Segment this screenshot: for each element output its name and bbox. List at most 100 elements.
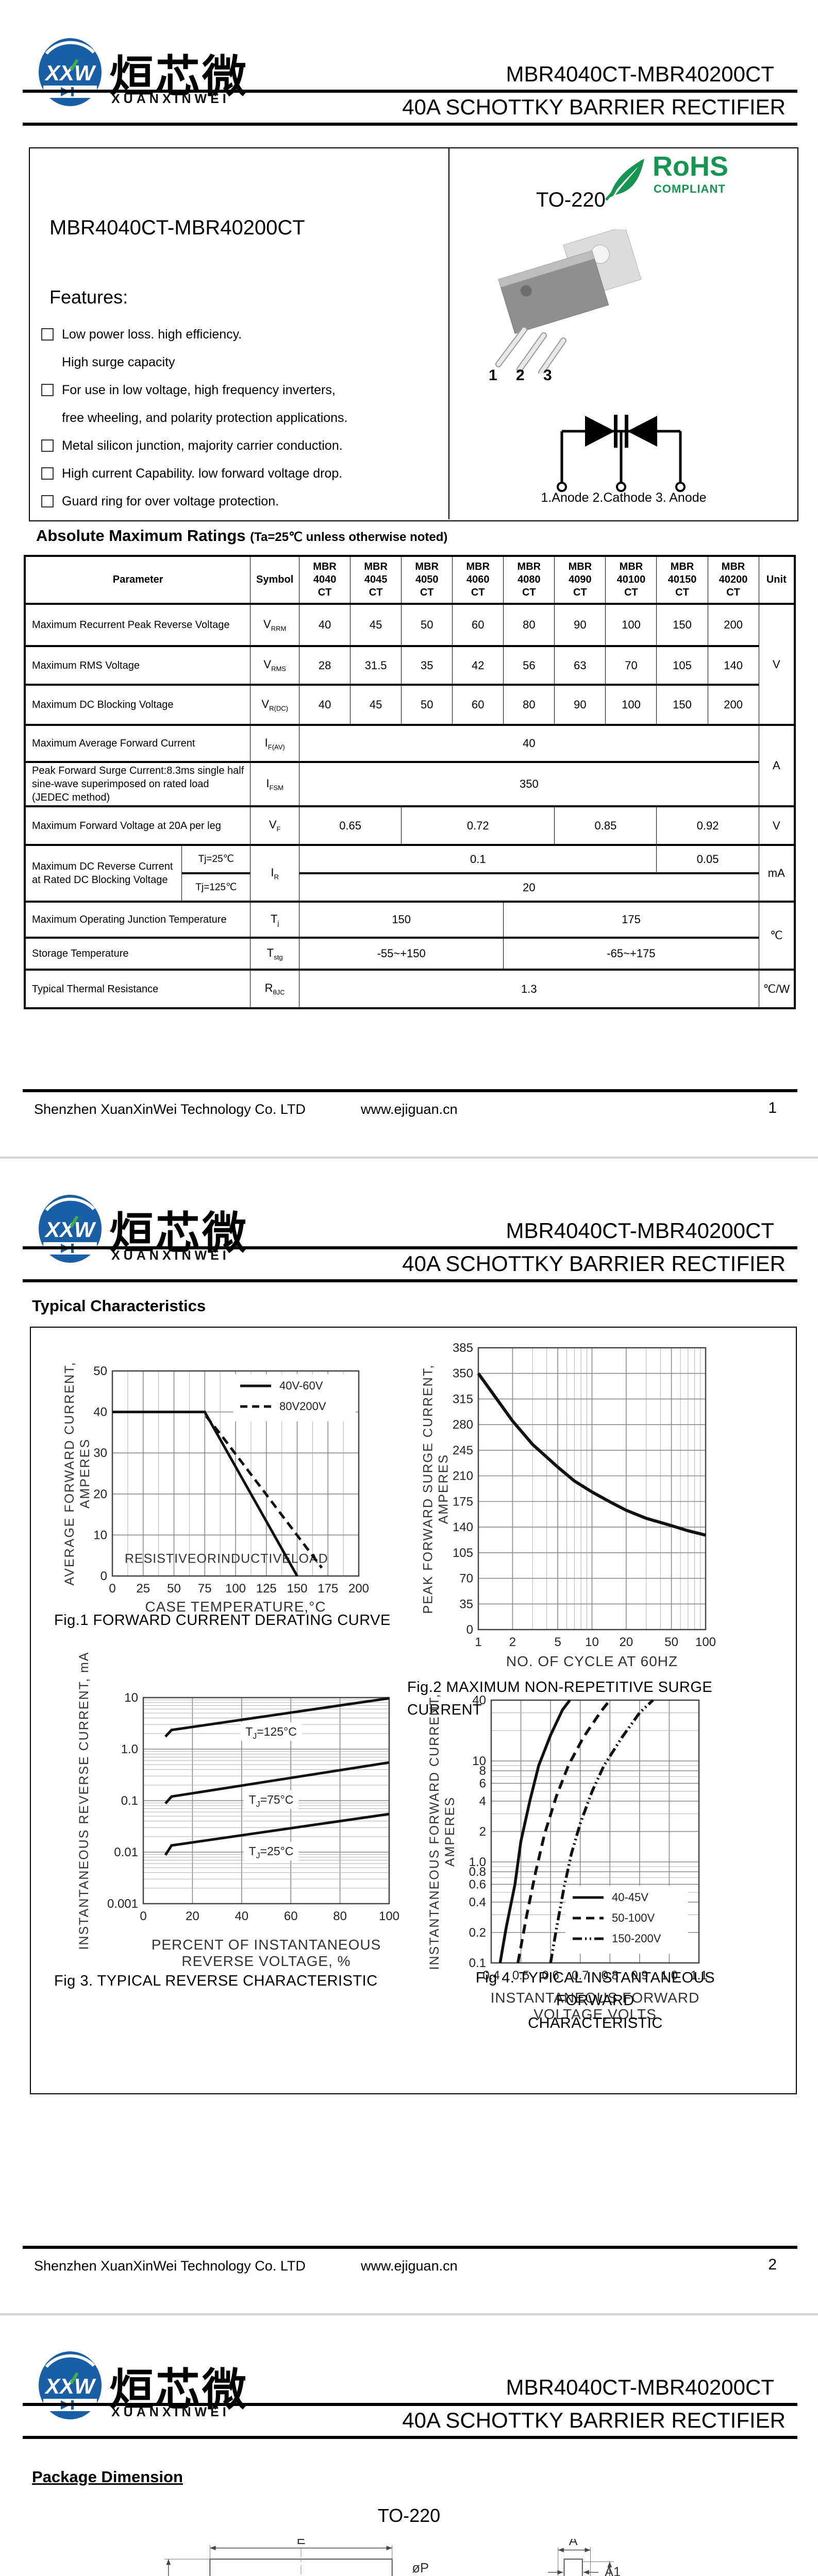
table-cell: Maximum Operating Junction Temperature bbox=[24, 901, 251, 938]
table-cell: 45 bbox=[350, 684, 402, 725]
page-2: XXW 烜芯微 XUANXINWEI MBR4040CT-MBR40200CT … bbox=[0, 1157, 818, 2313]
table-cell: 0.65 bbox=[299, 806, 402, 845]
svg-text:200: 200 bbox=[348, 1582, 369, 1596]
svg-text:XXW: XXW bbox=[44, 1217, 96, 1242]
table-cell: 42 bbox=[452, 646, 504, 685]
svg-text:0.8: 0.8 bbox=[469, 1865, 486, 1879]
package-name: TO-220 bbox=[377, 2505, 441, 2526]
svg-text:140: 140 bbox=[453, 1520, 473, 1534]
table-cell: Maximum Average Forward Current bbox=[24, 724, 251, 762]
svg-text:0.001: 0.001 bbox=[107, 1897, 138, 1911]
svg-text:50: 50 bbox=[664, 1635, 678, 1649]
svg-text:25: 25 bbox=[136, 1582, 150, 1596]
table-cell: 105 bbox=[656, 646, 708, 685]
brand-name-cn: 烜芯微 bbox=[109, 1209, 248, 1258]
table-cell: MBR 40100 CT bbox=[605, 555, 657, 604]
page-separator bbox=[0, 1157, 818, 1159]
pin-numbers: 1 2 3 bbox=[489, 367, 559, 384]
checkbox-icon bbox=[41, 495, 54, 507]
header-rule bbox=[23, 123, 797, 126]
table-cell: 63 bbox=[554, 646, 606, 685]
svg-text:100: 100 bbox=[225, 1582, 246, 1596]
page-separator bbox=[0, 2313, 818, 2315]
table-cell: -65~+175 bbox=[503, 937, 759, 970]
svg-text:4: 4 bbox=[479, 1794, 486, 1808]
table-cell: A bbox=[758, 724, 795, 807]
doc-subtitle: 40A SCHOTTKY BARRIER RECTIFIER bbox=[402, 2408, 786, 2432]
footer-rule bbox=[23, 1089, 797, 1092]
svg-text:1.0: 1.0 bbox=[661, 1969, 678, 1982]
fig2-caption: Fig.2 MAXIMUM NON-REPETITIVE SURGE CURRE… bbox=[407, 1679, 713, 1718]
header-rule bbox=[23, 1279, 797, 1282]
svg-text:40: 40 bbox=[235, 1909, 248, 1923]
svg-text:385: 385 bbox=[453, 1341, 473, 1355]
series-80V200V bbox=[205, 1415, 323, 1569]
svg-text:105: 105 bbox=[453, 1546, 473, 1560]
svg-text:350: 350 bbox=[453, 1367, 473, 1381]
header-rule bbox=[23, 1246, 797, 1249]
svg-text:0.8: 0.8 bbox=[602, 1969, 619, 1982]
header-rule bbox=[23, 90, 797, 93]
features-heading: Features: bbox=[49, 286, 128, 308]
svg-text:40: 40 bbox=[93, 1405, 107, 1419]
section-title: Package Dimension bbox=[32, 2468, 183, 2486]
table-cell: 150 bbox=[656, 603, 708, 647]
table-cell: IF(AV) bbox=[250, 724, 300, 762]
svg-text:40-45V: 40-45V bbox=[612, 1891, 648, 1904]
fig2-xlabel: NO. OF CYCLE AT 60HZ bbox=[506, 1653, 678, 1669]
series-Tj=75C bbox=[164, 1761, 390, 1805]
table-cell: 40 bbox=[299, 603, 351, 647]
feature-line: Low power loss. high efficiency. bbox=[41, 320, 433, 348]
feature-line: High current Capability. low forward vol… bbox=[41, 460, 433, 487]
table-cell: MBR 4045 CT bbox=[350, 555, 402, 604]
fig3-plot: 0 20 40 60 80 100 0.001 0.01 0.1 1.0 10 TJ=125°C TJ=… bbox=[107, 1691, 399, 1923]
svg-text:8: 8 bbox=[479, 1764, 486, 1778]
svg-text:20: 20 bbox=[186, 1909, 199, 1923]
to220-package-image bbox=[495, 229, 642, 374]
table-cell: 45 bbox=[350, 603, 402, 647]
page-number: 2 bbox=[768, 2256, 777, 2273]
table-cell: 56 bbox=[503, 646, 555, 685]
table-cell: 150 bbox=[299, 901, 504, 938]
series-40-45V bbox=[498, 1699, 571, 1963]
table-cell: 0.72 bbox=[401, 806, 555, 845]
svg-text:100: 100 bbox=[379, 1909, 399, 1923]
table-cell: MBR 4080 CT bbox=[503, 555, 555, 604]
feature-line: For use in low voltage, high frequency i… bbox=[41, 376, 433, 404]
feature-line: free wheeling, and polarity protection a… bbox=[62, 410, 348, 425]
table-cell: MBR 40200 CT bbox=[707, 555, 759, 604]
fig4-plot: 0.4 0.5 0.6 0.7 0.8 0.9 1.0 1.10.10.20.40.60.81… bbox=[469, 1693, 708, 1982]
svg-text:210: 210 bbox=[453, 1469, 473, 1483]
table-cell: 0.85 bbox=[554, 806, 657, 845]
svg-text:315: 315 bbox=[453, 1392, 473, 1406]
svg-text:175: 175 bbox=[318, 1582, 338, 1596]
fig4-caption: Fig 4. TYPICAL INSTANTANEOUS FORWARD CHAR… bbox=[475, 1970, 715, 2031]
table-cell: Storage Temperature bbox=[24, 937, 251, 970]
svg-text:1.0: 1.0 bbox=[469, 1855, 486, 1869]
table-cell: 100 bbox=[605, 684, 657, 725]
table-cell: IFSM bbox=[250, 761, 300, 807]
overview-divider bbox=[448, 147, 449, 519]
table-cell: MBR 4060 CT bbox=[452, 555, 504, 604]
svg-text:150: 150 bbox=[287, 1582, 307, 1596]
svg-text:30: 30 bbox=[93, 1446, 107, 1460]
table-cell: RθJC bbox=[250, 969, 300, 1009]
svg-text:40: 40 bbox=[472, 1693, 486, 1707]
brand-name-en: XUANXINWEI bbox=[111, 92, 230, 106]
features-list: Low power loss. high efficiency. High sur… bbox=[41, 320, 433, 515]
svg-text:0.01: 0.01 bbox=[114, 1845, 138, 1859]
checkbox-icon bbox=[41, 467, 54, 480]
svg-text:40V-60V: 40V-60V bbox=[279, 1379, 323, 1392]
feature-line: High surge capacity bbox=[62, 354, 175, 369]
dim-label-A1: A1 bbox=[605, 2565, 621, 2576]
dim-label-E: E bbox=[297, 2539, 306, 2547]
svg-text:0: 0 bbox=[466, 1623, 473, 1637]
table-cell: 50 bbox=[401, 603, 453, 647]
doc-subtitle: 40A SCHOTTKY BARRIER RECTIFIER bbox=[402, 95, 786, 119]
fig3-ylabel: INSTANTANEOUS REVERSE CURRENT, mA bbox=[77, 1651, 91, 1950]
brand-name-en: XUANXINWEI bbox=[111, 2405, 230, 2419]
pin-assignment: 1.Anode 2.Cathode 3. Anode bbox=[541, 490, 707, 505]
table-cell: Tstg bbox=[250, 937, 300, 970]
dim-label-øP: øP bbox=[412, 2561, 429, 2575]
series-40V-60V bbox=[112, 1411, 298, 1577]
